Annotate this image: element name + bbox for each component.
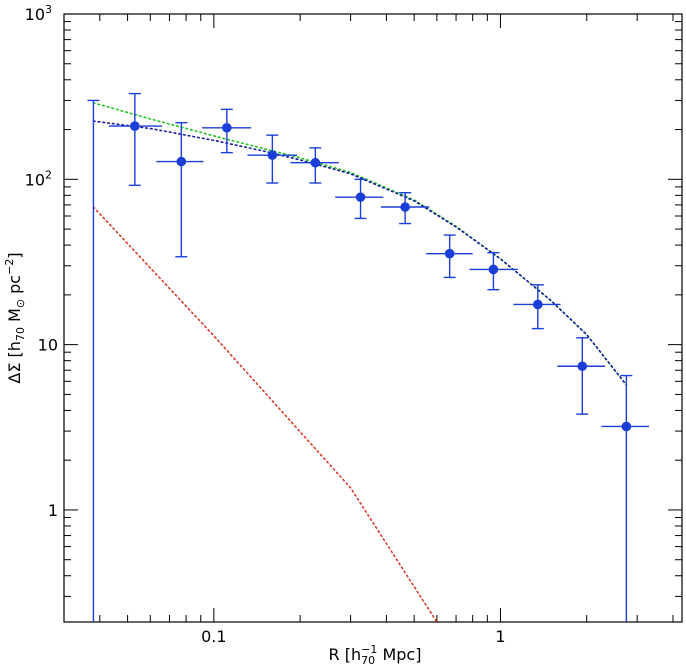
data-point	[577, 361, 588, 372]
data-point	[176, 156, 187, 167]
x-tick-label: 1	[495, 627, 505, 646]
data-point	[310, 157, 321, 168]
data-point-group	[156, 122, 204, 258]
y-tick-label: 102	[25, 168, 52, 189]
data-point	[444, 248, 455, 259]
data-point-group	[557, 337, 606, 415]
data-point	[130, 121, 140, 131]
ticks	[63, 13, 682, 622]
data-point-group	[290, 147, 339, 184]
y-tick-label: 1	[48, 501, 58, 520]
data-point-group	[426, 234, 473, 279]
x-axis-label: R [h70−1 Mpc]	[329, 643, 422, 667]
data-point	[621, 421, 632, 432]
data-point	[533, 299, 543, 310]
data-point-group	[202, 108, 252, 154]
data-point	[222, 122, 232, 133]
y-axis-label: ΔΣ [h70 M⊙ pc−2]	[3, 252, 27, 383]
model-red-line	[92, 206, 438, 623]
model-lines	[92, 102, 628, 623]
tick-labels: 0.1 1 1 10 102 103	[25, 3, 506, 646]
data-points	[87, 92, 650, 622]
plot-frame	[63, 13, 683, 623]
data-point-group	[601, 374, 650, 622]
data-point	[400, 202, 410, 212]
data-point-group	[513, 284, 561, 330]
model-blue-line	[92, 120, 628, 386]
data-point-group	[247, 134, 297, 184]
y-tick-label: 10	[38, 336, 58, 355]
data-point	[267, 150, 278, 160]
x-tick-label: 0.1	[201, 627, 226, 646]
model-green-line	[92, 102, 628, 386]
data-point-group	[108, 92, 163, 187]
data-point-group	[469, 251, 518, 291]
data-point	[488, 264, 499, 275]
data-point-group	[335, 178, 384, 220]
data-point-group	[380, 191, 430, 225]
data-point	[355, 192, 366, 202]
y-tick-label: 103	[25, 3, 52, 24]
data-point-group	[87, 99, 100, 622]
